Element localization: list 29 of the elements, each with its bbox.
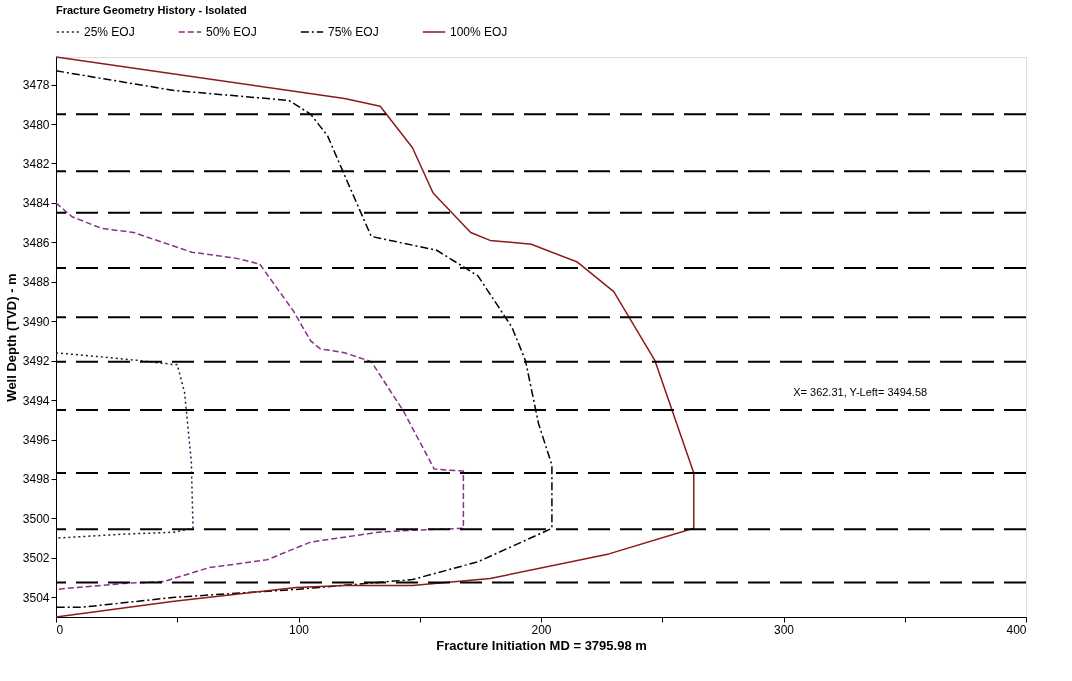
legend-label: 100% EOJ bbox=[450, 25, 508, 39]
x-axis-title: Fracture Initiation MD = 3795.98 m bbox=[436, 637, 647, 653]
y-tick-label: 3504 bbox=[22, 590, 50, 605]
line-series bbox=[55, 352, 194, 539]
y-tick-label: 3490 bbox=[22, 314, 50, 329]
chart-title: Fracture Geometry History - Isolated bbox=[56, 4, 247, 16]
y-tick-label: 3492 bbox=[22, 354, 50, 369]
y-tick-label: 3478 bbox=[22, 78, 50, 93]
y-tick-label: 3480 bbox=[22, 117, 50, 132]
y-tick-label: 3482 bbox=[22, 156, 50, 171]
y-tick-label: 3486 bbox=[22, 235, 50, 250]
y-axis-title: Well Depth (TVD) - m bbox=[3, 273, 19, 402]
y-tick-label: 3502 bbox=[22, 551, 50, 566]
y-tick-label: 3484 bbox=[22, 196, 50, 211]
y-tick-label: 3500 bbox=[22, 511, 50, 526]
y-tick-label: 3488 bbox=[22, 275, 50, 290]
x-tick-label: 0 bbox=[56, 622, 64, 637]
legend-label: 25% EOJ bbox=[84, 25, 135, 39]
x-tick-label: 200 bbox=[531, 622, 552, 637]
y-tick-label: 3498 bbox=[22, 472, 50, 487]
legend-label: 75% EOJ bbox=[328, 25, 379, 39]
x-tick-label: 100 bbox=[288, 622, 310, 637]
y-tick-label: 3494 bbox=[22, 393, 50, 408]
x-tick-label: 300 bbox=[773, 622, 795, 637]
line-series bbox=[55, 202, 465, 591]
y-tick-label: 3496 bbox=[22, 433, 50, 448]
annotation: X= 362.31, Y-Left= 3494.58 bbox=[793, 386, 928, 398]
legend-label: 50% EOJ bbox=[206, 25, 257, 39]
x-tick-label: 400 bbox=[1006, 622, 1027, 637]
